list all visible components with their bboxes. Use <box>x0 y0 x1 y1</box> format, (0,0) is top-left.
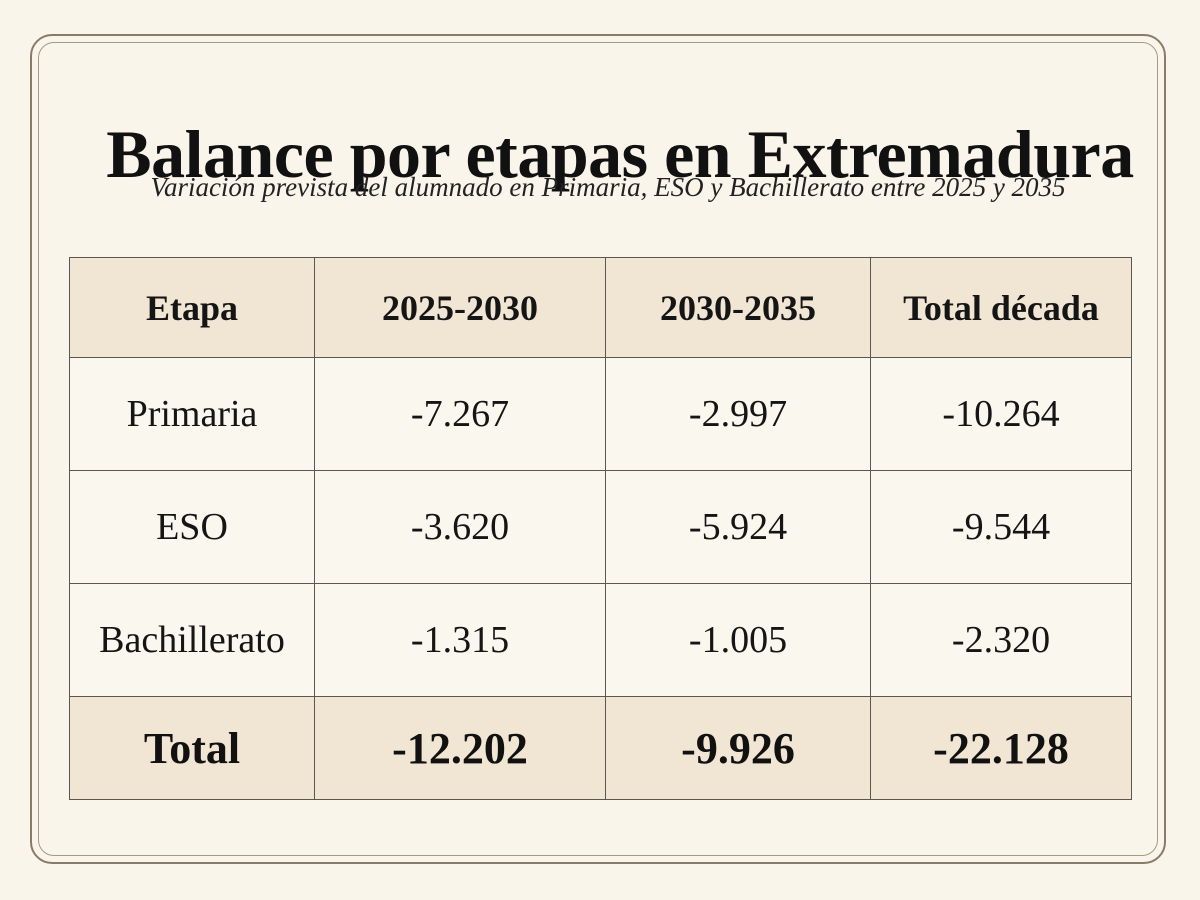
table-header-row: Etapa 2025-2030 2030-2035 Total década <box>69 257 1132 358</box>
cell-stage: Primaria <box>69 357 315 471</box>
page-subtitle: Variación prevista del alumnado en Prima… <box>150 172 1066 202</box>
cell-value: -1.005 <box>605 583 871 697</box>
table-total-row: Total -12.202 -9.926 -22.128 <box>69 696 1132 800</box>
table-row: Primaria -7.267 -2.997 -10.264 <box>69 357 1132 471</box>
header-decade-total: Total década <box>870 257 1132 358</box>
header-stage: Etapa <box>69 257 315 358</box>
inner-frame-border <box>38 42 1158 856</box>
cell-value: -1.315 <box>314 583 606 697</box>
header-period-2025-2030: 2025-2030 <box>314 257 606 358</box>
cell-stage: ESO <box>69 470 315 584</box>
header-period-2030-2035: 2030-2035 <box>605 257 871 358</box>
table-row: Bachillerato -1.315 -1.005 -2.320 <box>69 583 1132 697</box>
cell-value: -2.997 <box>605 357 871 471</box>
total-label: Total <box>69 696 315 800</box>
outer-frame-border <box>30 34 1166 864</box>
cell-value: -7.267 <box>314 357 606 471</box>
enrollment-balance-table: Etapa 2025-2030 2030-2035 Total década P… <box>69 257 1132 800</box>
cell-value: -9.544 <box>870 470 1132 584</box>
cell-stage: Bachillerato <box>69 583 315 697</box>
total-value: -12.202 <box>314 696 606 800</box>
total-value: -9.926 <box>605 696 871 800</box>
table-row: ESO -3.620 -5.924 -9.544 <box>69 470 1132 584</box>
cell-value: -5.924 <box>605 470 871 584</box>
cell-value: -3.620 <box>314 470 606 584</box>
total-value: -22.128 <box>870 696 1132 800</box>
cell-value: -2.320 <box>870 583 1132 697</box>
page-title: Balance por etapas en Extremadura <box>106 115 1134 192</box>
cell-value: -10.264 <box>870 357 1132 471</box>
